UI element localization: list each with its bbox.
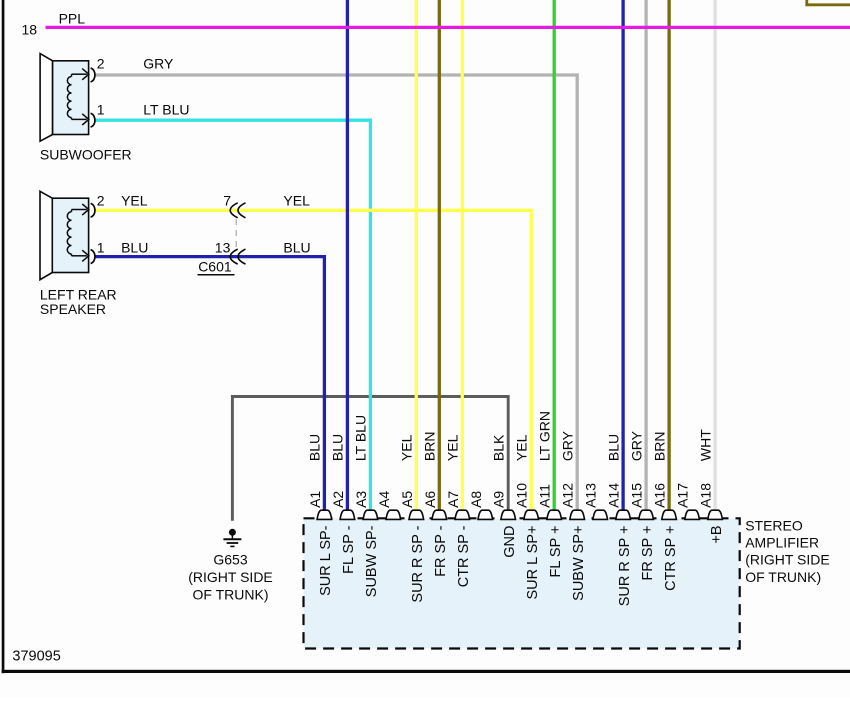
svg-text:1: 1 (97, 239, 105, 255)
svg-text:G653: G653 (213, 552, 247, 568)
svg-text:FR SP +: FR SP + (640, 526, 656, 581)
svg-text:2: 2 (97, 192, 105, 208)
svg-text:379095: 379095 (12, 649, 60, 665)
svg-text:A8: A8 (468, 491, 484, 508)
svg-text:OF TRUNK): OF TRUNK) (193, 587, 269, 603)
svg-text:SUBW SP-: SUBW SP- (364, 525, 380, 597)
svg-text:A12: A12 (560, 483, 576, 508)
svg-text:A15: A15 (629, 483, 645, 508)
svg-text:A9: A9 (491, 491, 507, 508)
svg-text:FR SP -: FR SP - (433, 525, 449, 576)
svg-text:CTR SP +: CTR SP + (663, 526, 679, 591)
svg-text:1: 1 (97, 101, 105, 117)
svg-text:GND: GND (502, 526, 518, 558)
svg-text:LT GRN: LT GRN (536, 411, 552, 461)
svg-text:GRY: GRY (559, 430, 575, 461)
svg-text:LT BLU: LT BLU (353, 415, 369, 461)
svg-text:(RIGHT SIDE: (RIGHT SIDE (188, 569, 273, 585)
svg-text:BRN: BRN (422, 432, 438, 462)
svg-text:A5: A5 (399, 491, 415, 508)
svg-text:YEL: YEL (283, 192, 310, 208)
svg-text:SUR L SP-: SUR L SP- (318, 525, 334, 596)
svg-text:BLU: BLU (605, 434, 621, 461)
svg-text:STEREO: STEREO (745, 518, 803, 534)
svg-text:BLU: BLU (283, 239, 310, 255)
svg-text:SUBW SP+: SUBW SP+ (571, 526, 587, 601)
svg-text:YEL: YEL (513, 434, 529, 461)
svg-text:C601: C601 (198, 258, 232, 274)
svg-text:BLU: BLU (121, 239, 148, 255)
svg-text:A17: A17 (675, 483, 691, 508)
svg-text:FL SP -: FL SP - (341, 525, 357, 574)
svg-text:A18: A18 (698, 483, 714, 508)
svg-text:LT BLU: LT BLU (143, 101, 189, 117)
svg-text:OF TRUNK): OF TRUNK) (745, 569, 821, 585)
svg-text:A16: A16 (652, 483, 668, 508)
svg-text:A10: A10 (514, 483, 530, 508)
svg-text:AMPLIFIER: AMPLIFIER (745, 535, 819, 551)
svg-text:SPEAKER: SPEAKER (40, 301, 106, 317)
svg-text:GRY: GRY (143, 56, 174, 72)
svg-text:A6: A6 (422, 491, 438, 508)
svg-text:A4: A4 (376, 491, 392, 508)
svg-text:BLU: BLU (330, 434, 346, 461)
svg-text:LEFT REAR: LEFT REAR (40, 287, 117, 303)
svg-text:YEL: YEL (121, 192, 148, 208)
svg-text:A13: A13 (583, 483, 599, 508)
svg-text:2: 2 (97, 56, 105, 72)
svg-text:A3: A3 (353, 491, 369, 508)
svg-text:CTR SP -: CTR SP - (456, 525, 472, 587)
svg-text:18: 18 (22, 22, 38, 38)
svg-text:GRY: GRY (628, 430, 644, 461)
svg-text:SUR L SP+: SUR L SP+ (525, 526, 541, 600)
svg-text:(RIGHT SIDE: (RIGHT SIDE (745, 551, 830, 567)
svg-text:FL SP +: FL SP + (548, 526, 564, 578)
svg-text:SUBWOOFER: SUBWOOFER (40, 146, 132, 162)
svg-text:A7: A7 (445, 491, 461, 508)
svg-text:BLU: BLU (307, 434, 323, 461)
svg-text:A14: A14 (606, 483, 622, 508)
svg-text:PPL: PPL (59, 11, 86, 27)
svg-text:SUR R SP -: SUR R SP - (410, 525, 426, 602)
svg-text:13: 13 (215, 239, 231, 255)
svg-text:7: 7 (223, 192, 231, 208)
svg-text:SUR R SP +: SUR R SP + (617, 526, 633, 607)
svg-text:WHT: WHT (697, 429, 713, 461)
svg-text:YEL: YEL (445, 434, 461, 461)
svg-text:YEL: YEL (399, 434, 415, 461)
svg-text:A2: A2 (330, 491, 346, 508)
svg-text:+B: +B (709, 526, 725, 544)
svg-text:A11: A11 (537, 484, 553, 508)
svg-text:A1: A1 (307, 491, 323, 508)
svg-text:BRN: BRN (651, 432, 667, 462)
svg-text:BLK: BLK (490, 434, 506, 461)
